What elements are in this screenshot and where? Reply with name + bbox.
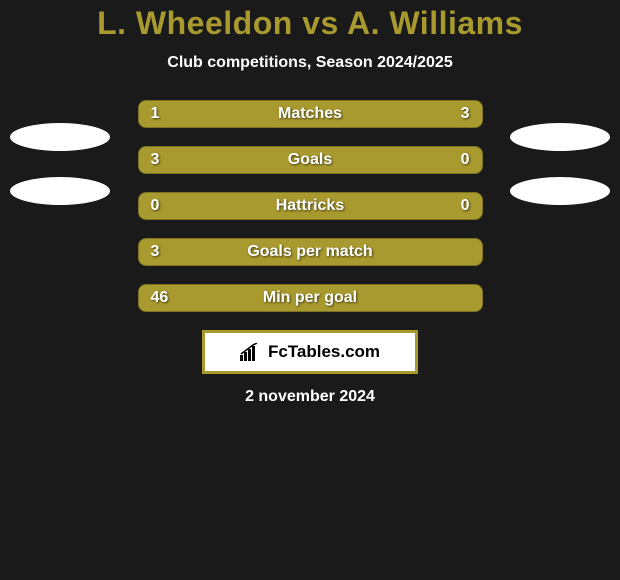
vs-separator: vs: [293, 5, 347, 41]
player-badge-placeholder: [510, 123, 610, 151]
brand-chart-icon: [240, 343, 262, 361]
stat-row: 0Hattricks0: [138, 192, 483, 220]
stat-value-right: 3: [461, 101, 470, 127]
player-badge-placeholder: [510, 177, 610, 205]
stat-value-right: 0: [461, 147, 470, 173]
stat-row: 3Goals0: [138, 146, 483, 174]
stat-label: Matches: [139, 101, 482, 127]
subtitle: Club competitions, Season 2024/2025: [0, 54, 620, 72]
player-badge-placeholder: [10, 123, 110, 151]
stat-row: 3Goals per match: [138, 238, 483, 266]
stat-label: Goals: [139, 147, 482, 173]
page-title: L. Wheeldon vs A. Williams: [0, 5, 620, 42]
stat-row: 46Min per goal: [138, 284, 483, 312]
date-text: 2 november 2024: [0, 388, 620, 406]
stat-label: Hattricks: [139, 193, 482, 219]
stat-value-right: 0: [461, 193, 470, 219]
player-right-name: A. Williams: [347, 5, 523, 41]
brand-badge: FcTables.com: [202, 330, 418, 374]
stats-bars: 1Matches33Goals00Hattricks03Goals per ma…: [138, 100, 483, 312]
stat-label: Goals per match: [139, 239, 482, 265]
comparison-card: L. Wheeldon vs A. Williams Club competit…: [0, 0, 620, 580]
player-badge-placeholder: [10, 177, 110, 205]
stat-label: Min per goal: [139, 285, 482, 311]
player-left-name: L. Wheeldon: [97, 5, 293, 41]
stat-row: 1Matches3: [138, 100, 483, 128]
brand-text: FcTables.com: [268, 342, 380, 362]
